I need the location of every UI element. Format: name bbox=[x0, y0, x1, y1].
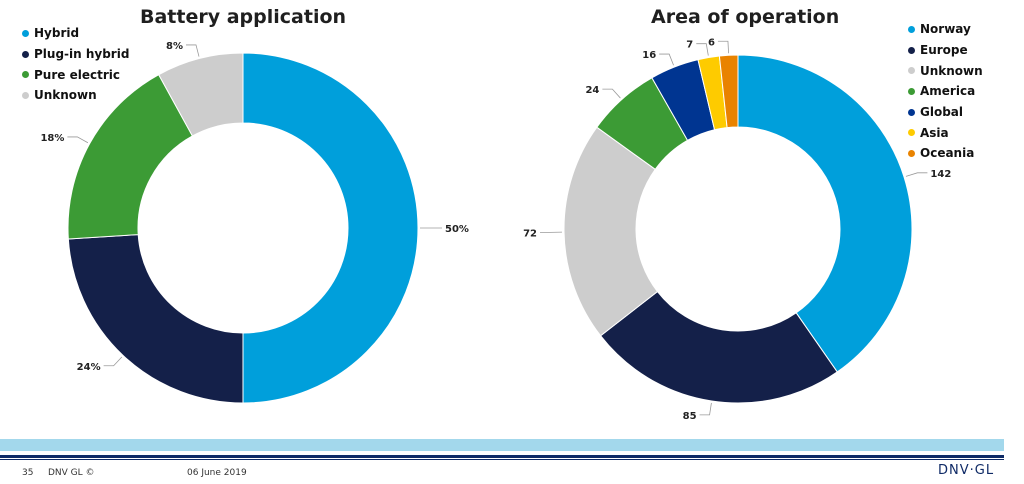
legend-swatch bbox=[22, 91, 29, 99]
legend-item-america: America bbox=[908, 81, 983, 102]
slice-oceania bbox=[718, 54, 739, 129]
legend-swatch bbox=[22, 50, 29, 58]
leader-line-unknown bbox=[185, 44, 200, 57]
donut-charts: 50% 24% 18% 8% 142 85 72 24 16 7 6 bbox=[40, 37, 951, 422]
legend-label: Global bbox=[920, 105, 964, 120]
leader-line-pure-electric bbox=[67, 136, 89, 144]
legend-swatch bbox=[22, 71, 29, 79]
legend-label: Pure electric bbox=[34, 67, 120, 82]
slice-plug-in-hybrid bbox=[67, 234, 244, 404]
slice-europe bbox=[599, 290, 838, 404]
slice-hybrid bbox=[242, 52, 419, 404]
legend-item-pure-electric: Pure electric bbox=[22, 64, 129, 85]
slice-norway bbox=[737, 54, 913, 373]
legend-swatch bbox=[908, 149, 915, 157]
data-label-pure-electric: 18% bbox=[40, 133, 64, 144]
legend-item-global: Global bbox=[908, 102, 983, 123]
leader-line-oceania bbox=[717, 40, 729, 54]
chart-title-area-of-operation: Area of operation bbox=[651, 6, 840, 28]
footer-date: 06 June 2019 bbox=[187, 468, 247, 478]
data-label-plug-in-hybrid: 24% bbox=[77, 362, 101, 373]
legend-label: Europe bbox=[920, 43, 968, 58]
copyright: DNV GL © bbox=[48, 468, 95, 478]
page-number: 35 bbox=[22, 468, 34, 478]
legend-label: Hybrid bbox=[34, 26, 80, 41]
data-label-unknown: 8% bbox=[166, 41, 183, 52]
data-label-america: 24 bbox=[585, 85, 599, 96]
data-label-global: 16 bbox=[642, 50, 656, 61]
chart-title-battery-application: Battery application bbox=[140, 6, 347, 28]
legend-swatch bbox=[908, 87, 915, 95]
legend-swatch bbox=[908, 129, 915, 137]
legend-item-unknown: Unknown bbox=[22, 85, 129, 106]
data-label-hybrid: 50% bbox=[445, 224, 469, 235]
leader-line-asia bbox=[696, 43, 709, 56]
legend-area-of-operation: Norway Europe Unknown America Global Asia Ocea… bbox=[908, 19, 983, 164]
legend-item-unknown: Unknown bbox=[908, 60, 983, 81]
data-label-europe: 85 bbox=[683, 411, 697, 422]
legend-swatch bbox=[908, 67, 915, 75]
leader-line-europe bbox=[699, 402, 712, 416]
slice-unknown bbox=[563, 126, 659, 337]
legend-item-hybrid: Hybrid bbox=[22, 23, 129, 44]
slice-unknown bbox=[158, 52, 244, 137]
legend-item-oceania: Oceania bbox=[908, 143, 983, 164]
legend-label: Plug-in hybrid bbox=[34, 47, 130, 62]
leader-line-plug-in-hybrid bbox=[103, 356, 123, 367]
legend-item-asia: Asia bbox=[908, 122, 983, 143]
dnv-gl-logo: DNV·GL bbox=[938, 463, 995, 478]
legend-item-europe: Europe bbox=[908, 40, 983, 61]
legend-swatch bbox=[908, 46, 915, 54]
footer-band-light bbox=[0, 439, 1004, 451]
data-label-norway: 142 bbox=[930, 169, 951, 180]
legend-swatch bbox=[908, 108, 915, 116]
legend-swatch bbox=[908, 25, 915, 33]
legend-label: Unknown bbox=[34, 88, 97, 103]
legend-label: Unknown bbox=[920, 63, 983, 78]
legend-label: Norway bbox=[920, 22, 971, 37]
data-label-oceania: 6 bbox=[708, 37, 715, 48]
leader-line-america bbox=[602, 88, 621, 99]
data-label-unknown: 72 bbox=[523, 228, 537, 239]
leader-line-global bbox=[659, 53, 674, 66]
legend-item-plug-in-hybrid: Plug-in hybrid bbox=[22, 44, 129, 65]
legend-item-norway: Norway bbox=[908, 19, 983, 40]
legend-label: Asia bbox=[920, 125, 949, 140]
data-label-asia: 7 bbox=[686, 40, 693, 51]
legend-label: Oceania bbox=[920, 146, 975, 161]
footer-band-dark bbox=[0, 455, 1004, 458]
legend-swatch bbox=[22, 29, 29, 37]
legend-label: America bbox=[920, 84, 976, 99]
footer-line bbox=[0, 459, 1004, 460]
legend-battery-application: Hybrid Plug-in hybrid Pure electric Unknown bbox=[22, 23, 129, 106]
leader-line-norway bbox=[905, 172, 928, 177]
